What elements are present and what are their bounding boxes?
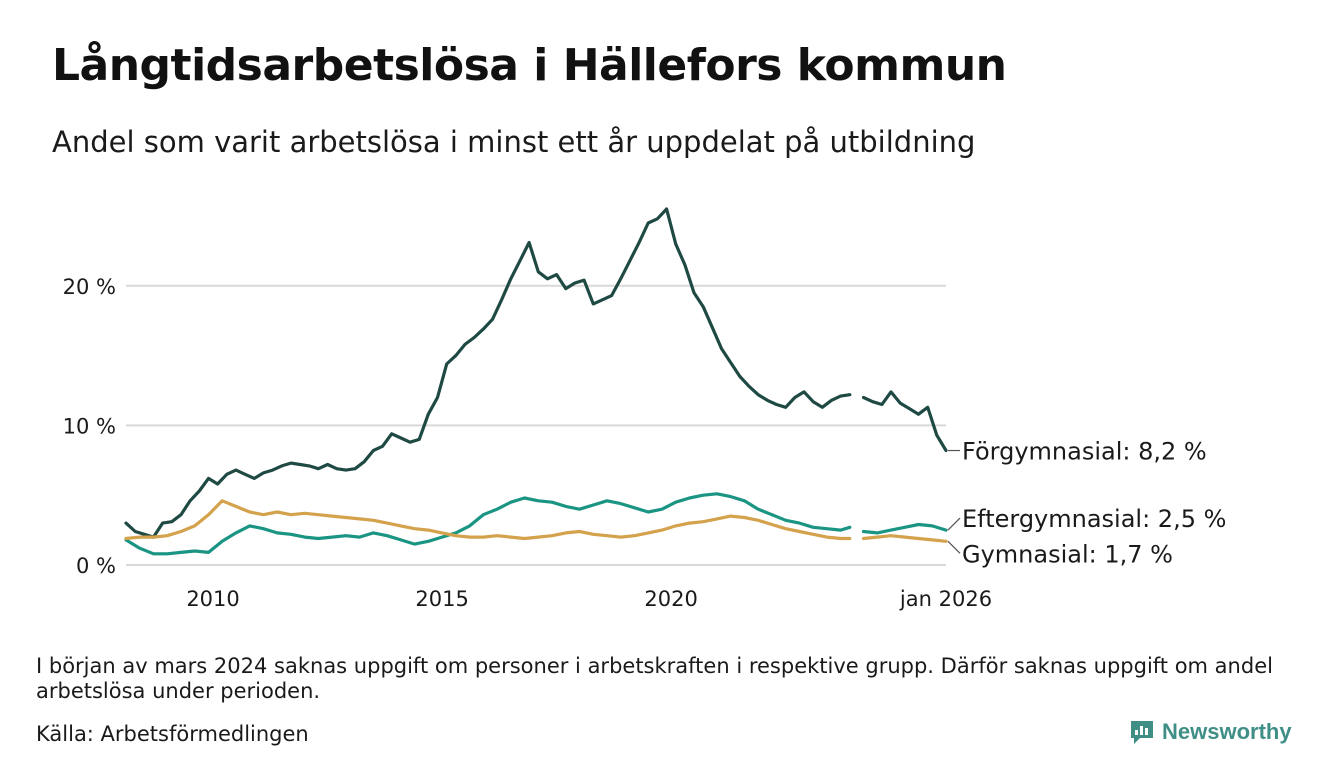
x-axis: 2010 2015 2020 jan 2026 (186, 587, 992, 611)
series-lines (124, 207, 948, 556)
end-label-förgymnasial: Förgymnasial: 8,2 % (962, 438, 1207, 466)
end-label-connector (947, 540, 961, 554)
series-line-eftergymnasial-part-2 (861, 522, 948, 535)
grid-lines (126, 284, 946, 566)
newsworthy-brand: Newsworthy (1128, 718, 1292, 746)
x-tick-label: 2015 (415, 587, 468, 611)
series-line-förgymnasial-part-1 (124, 207, 852, 539)
end-label-connector (947, 517, 961, 531)
series-line-gymnasial-part-1 (124, 499, 852, 541)
bar-chart-logo-icon (1131, 721, 1153, 744)
end-label-eftergymnasial: Eftergymnasial: 2,5 % (962, 505, 1226, 533)
chart-title: Långtidsarbetslösa i Hällefors kommun (52, 40, 1007, 91)
x-tick-label: 2010 (186, 587, 239, 611)
x-tick-label: 2020 (644, 587, 697, 611)
chart-subtitle: Andel som varit arbetslösa i minst ett å… (52, 125, 976, 159)
footnote: I början av mars 2024 saknas uppgift om … (36, 654, 1273, 703)
x-tick-label: jan 2026 (899, 587, 992, 611)
series-line-eftergymnasial-part-1 (124, 492, 852, 556)
y-axis: 0 % 10 % 20 % (63, 275, 116, 578)
source-credit: Källa: Arbetsförmedlingen (36, 722, 309, 746)
end-label-gymnasial: Gymnasial: 1,7 % (962, 540, 1173, 568)
line-chart: 0 % 10 % 20 % 2010 2015 2020 jan 2026 Förgymn… (63, 207, 1226, 611)
brand-name: Newsworthy (1162, 719, 1292, 744)
series-end-labels: Förgymnasial: 8,2 % Eftergymnasial: 2,5 %… (947, 438, 1226, 568)
y-tick-label: 20 % (63, 275, 116, 299)
series-line-gymnasial-part-2 (861, 534, 948, 543)
series-line-förgymnasial-part-2 (861, 390, 948, 453)
y-tick-label: 10 % (63, 414, 116, 438)
y-tick-label: 0 % (76, 554, 116, 578)
